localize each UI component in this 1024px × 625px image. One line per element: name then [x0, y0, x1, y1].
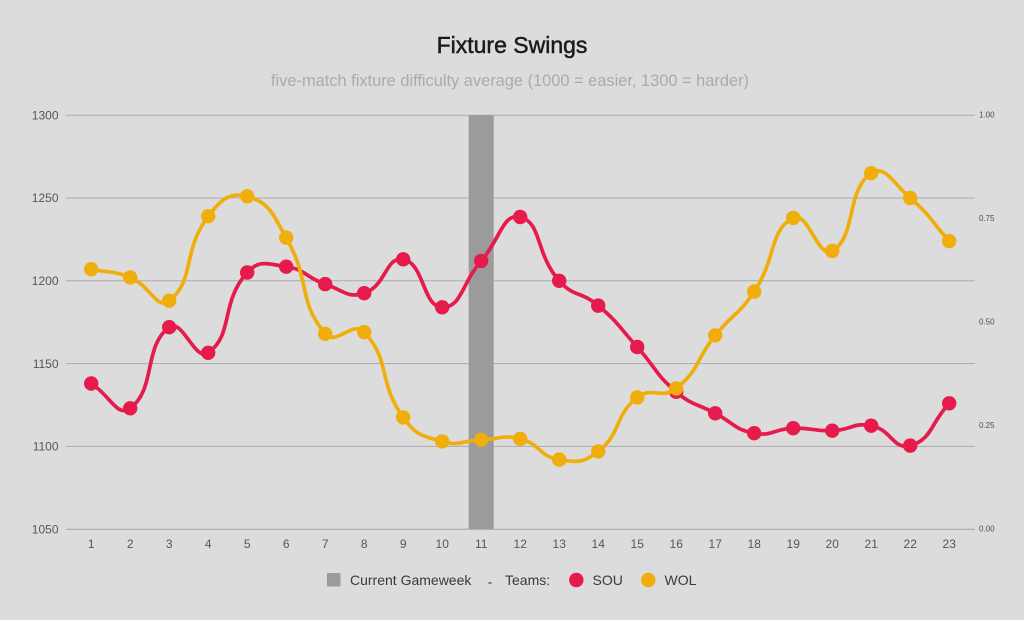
- svg-text:13: 13: [553, 537, 567, 551]
- svg-text:21: 21: [865, 537, 879, 551]
- svg-text:WOL: WOL: [665, 572, 697, 588]
- svg-text:10: 10: [436, 537, 450, 551]
- svg-text:SOU: SOU: [593, 572, 623, 588]
- svg-text:0.00: 0.00: [979, 525, 995, 534]
- svg-text:Teams:: Teams:: [505, 572, 550, 588]
- svg-text:five-match fixture difficulty: five-match fixture difficulty average (1…: [271, 72, 749, 90]
- svg-text:0.50: 0.50: [979, 318, 995, 327]
- svg-text:20: 20: [826, 537, 840, 551]
- svg-text:1100: 1100: [33, 440, 59, 454]
- svg-text:7: 7: [322, 537, 329, 551]
- svg-text:3: 3: [166, 537, 173, 551]
- svg-text:0.25: 0.25: [979, 421, 995, 430]
- svg-text:-: -: [488, 574, 493, 590]
- svg-text:23: 23: [943, 537, 957, 551]
- svg-text:1.00: 1.00: [979, 111, 995, 120]
- svg-text:14: 14: [592, 537, 606, 551]
- svg-text:4: 4: [205, 537, 212, 551]
- svg-text:1: 1: [88, 537, 95, 551]
- svg-text:22: 22: [904, 537, 918, 551]
- svg-text:Fixture Swings: Fixture Swings: [437, 32, 588, 58]
- svg-text:1150: 1150: [33, 357, 59, 371]
- svg-text:11: 11: [475, 537, 488, 551]
- svg-text:0.75: 0.75: [979, 214, 995, 223]
- svg-text:5: 5: [244, 537, 251, 551]
- svg-text:9: 9: [400, 537, 407, 551]
- svg-text:6: 6: [283, 537, 290, 551]
- svg-text:1250: 1250: [32, 191, 59, 205]
- svg-text:8: 8: [361, 537, 368, 551]
- svg-text:17: 17: [709, 537, 723, 551]
- svg-text:19: 19: [787, 537, 801, 551]
- svg-text:2: 2: [127, 537, 134, 551]
- svg-text:1200: 1200: [32, 274, 59, 288]
- svg-text:12: 12: [514, 537, 528, 551]
- svg-text:16: 16: [670, 537, 684, 551]
- svg-text:1300: 1300: [32, 108, 59, 122]
- svg-text:Current Gameweek: Current Gameweek: [350, 572, 472, 588]
- svg-text:18: 18: [748, 537, 762, 551]
- svg-text:1050: 1050: [32, 522, 59, 536]
- svg-text:15: 15: [631, 537, 645, 551]
